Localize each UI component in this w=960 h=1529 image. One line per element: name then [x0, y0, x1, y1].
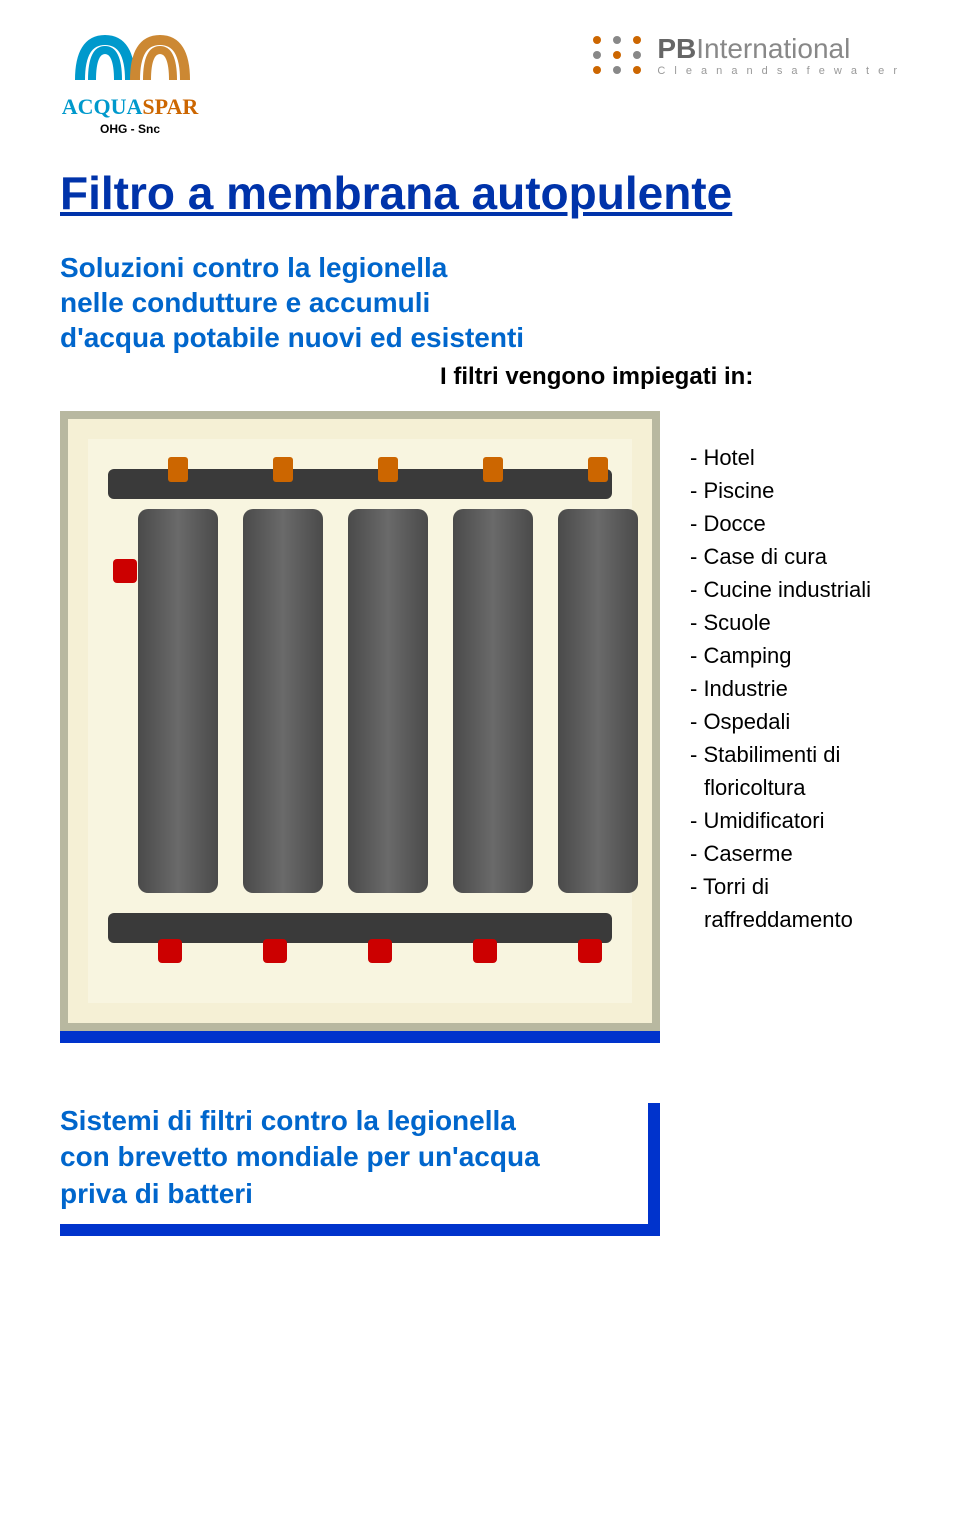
pb-brand: PBInternational [657, 33, 900, 65]
footer-line: priva di batteri [60, 1176, 628, 1212]
red-valve-icon [113, 559, 137, 583]
list-item: - Piscine [690, 474, 871, 507]
red-valve-icon [158, 939, 182, 963]
pb-text: PBInternational C l e a n a n d s a f e … [657, 33, 900, 77]
subtitle-line: nelle condutture e accumuli [60, 285, 900, 320]
brand-part2: SPAR [142, 94, 198, 119]
list-item: floricoltura [690, 771, 871, 804]
photo-frame [60, 411, 660, 1043]
list-item: - Industrie [690, 672, 871, 705]
photo-inner [88, 439, 632, 1003]
top-valve-icon [483, 457, 503, 482]
filter-cartridge [453, 509, 533, 893]
brand-part1: ACQUA [62, 94, 143, 119]
acquaspar-arches-icon [60, 20, 200, 90]
top-valve-icon [588, 457, 608, 482]
acquaspar-logo: ACQUASPAR OHG - Snc [60, 20, 200, 136]
filter-cartridge [558, 509, 638, 893]
list-item: - Ospedali [690, 705, 871, 738]
filter-photo [60, 411, 660, 1031]
pb-dots-icon [587, 30, 647, 80]
filter-cartridge [348, 509, 428, 893]
list-item: - Caserme [690, 837, 871, 870]
subtitle: Soluzioni contro la legionella nelle con… [60, 250, 900, 355]
list-item: - Umidificatori [690, 804, 871, 837]
page-title: Filtro a membrana autopulente [60, 166, 900, 220]
red-valve-icon [368, 939, 392, 963]
mid-section: - Hotel - Piscine - Docce - Case di cura… [60, 411, 900, 1043]
bottom-manifold [108, 913, 612, 943]
red-valve-icon [578, 939, 602, 963]
list-item: - Docce [690, 507, 871, 540]
footer-text: Sistemi di filtri contro la legionella c… [60, 1103, 628, 1212]
footer-block: Sistemi di filtri contro la legionella c… [60, 1103, 660, 1236]
footer-line: con brevetto mondiale per un'acqua [60, 1139, 628, 1175]
list-item: - Cucine industriali [690, 573, 871, 606]
top-valve-icon [273, 457, 293, 482]
list-item: - Scuole [690, 606, 871, 639]
applications-list: - Hotel - Piscine - Docce - Case di cura… [690, 411, 871, 936]
acquaspar-subline: OHG - Snc [100, 122, 160, 136]
pb-logo: PBInternational C l e a n a n d s a f e … [587, 30, 900, 80]
top-valve-icon [168, 457, 188, 482]
footer-line: Sistemi di filtri contro la legionella [60, 1103, 628, 1139]
list-item: - Camping [690, 639, 871, 672]
filter-cartridge [243, 509, 323, 893]
list-item: raffreddamento [690, 903, 871, 936]
filter-intro: I filtri vengono impiegati in: [440, 363, 900, 391]
filter-cartridge [138, 509, 218, 893]
acquaspar-brand: ACQUASPAR [62, 94, 199, 120]
page: ACQUASPAR OHG - Snc PBInternational C l … [0, 0, 960, 1276]
red-valve-icon [263, 939, 287, 963]
top-valve-icon [378, 457, 398, 482]
subtitle-line: Soluzioni contro la legionella [60, 250, 900, 285]
red-valve-icon [473, 939, 497, 963]
list-item: - Torri di [690, 870, 871, 903]
subtitle-line: d'acqua potabile nuovi ed esistenti [60, 320, 900, 355]
list-item: - Stabilimenti di [690, 738, 871, 771]
list-item: - Hotel [690, 441, 871, 474]
pb-tagline: C l e a n a n d s a f e w a t e r [657, 65, 900, 77]
list-item: - Case di cura [690, 540, 871, 573]
logo-row: ACQUASPAR OHG - Snc PBInternational C l … [60, 20, 900, 136]
